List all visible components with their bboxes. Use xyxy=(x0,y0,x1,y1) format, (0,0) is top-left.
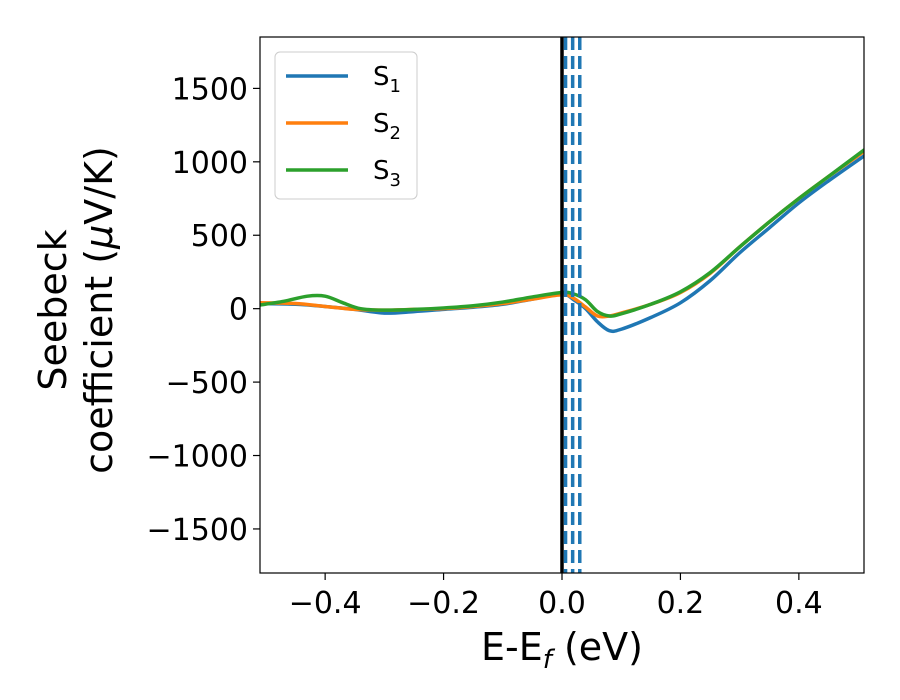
legend: S1 S2 S3 xyxy=(274,51,418,200)
legend-box xyxy=(274,51,418,200)
x-tick-label: −0.4 xyxy=(289,586,362,621)
x-ticks: −0.4 −0.2 0.0 0.2 0.4 xyxy=(289,573,823,621)
x-tick-label: −0.2 xyxy=(407,586,480,621)
legend-label-s2: S2 xyxy=(373,109,401,144)
legend-label-s3: S3 xyxy=(373,156,401,191)
y-axis-label: Seebeck coefficient (μV/K) xyxy=(31,146,121,474)
y-ticks: −1500 −1000 −500 0 500 1000 1500 xyxy=(147,72,260,548)
x-tick-label: 0.2 xyxy=(657,586,705,621)
x-tick-label: 0.4 xyxy=(775,586,823,621)
x-tick-label: 0.0 xyxy=(538,586,586,621)
y-tick-label: 500 xyxy=(191,219,248,254)
y-tick-label: −500 xyxy=(166,366,248,401)
y-tick-label: 1500 xyxy=(172,72,248,107)
y-tick-label: −1000 xyxy=(147,440,248,475)
vertical-lines-layer xyxy=(560,37,582,573)
y-tick-label: 0 xyxy=(229,293,248,328)
y-axis-label-line1: Seebeck xyxy=(31,229,75,390)
series-line-s3 xyxy=(260,148,864,318)
y-tick-label: −1500 xyxy=(147,513,248,548)
y-tick-label: 1000 xyxy=(172,146,248,181)
x-axis-label: E-Ef (eV) xyxy=(481,625,643,675)
legend-label-s1: S1 xyxy=(373,62,401,97)
y-axis-label-line2: coefficient (μV/K) xyxy=(77,146,121,474)
